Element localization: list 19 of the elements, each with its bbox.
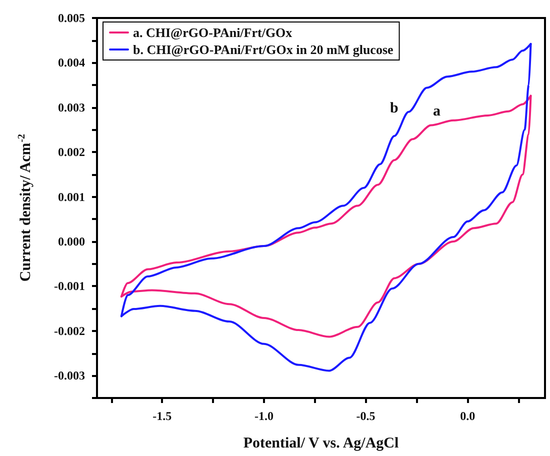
- annotation: a: [433, 104, 441, 120]
- y-tick-label: -0.001: [54, 279, 85, 294]
- x-tick-label: -1.5: [152, 409, 172, 423]
- y-tick-label: 0.005: [58, 11, 85, 25]
- y-axis-title: Current density/ Acm-2: [16, 134, 34, 282]
- y-tick-label: 0.000: [58, 234, 85, 249]
- y-tick-label: 0.002: [58, 145, 85, 160]
- x-axis-title: Potential/ V vs. Ag/AgCl: [243, 436, 399, 452]
- legend-label: a. CHI@rGO-PAni/Frt/GOx: [133, 25, 293, 40]
- x-tick-label: -1.0: [254, 409, 274, 423]
- y-tick-label: -0.002: [54, 324, 85, 338]
- y-tick-label: 0.003: [58, 100, 85, 114]
- annotation: b: [390, 100, 398, 116]
- y-tick-label: 0.004: [58, 56, 85, 70]
- x-tick-label: 0.0: [460, 409, 476, 423]
- x-tick-label: -0.5: [356, 409, 376, 423]
- y-tick-label: 0.001: [58, 190, 85, 204]
- legend-label: b. CHI@rGO-PAni/Frt/GOx in 20 mM glucose: [133, 42, 394, 57]
- y-tick-label: -0.003: [54, 368, 85, 383]
